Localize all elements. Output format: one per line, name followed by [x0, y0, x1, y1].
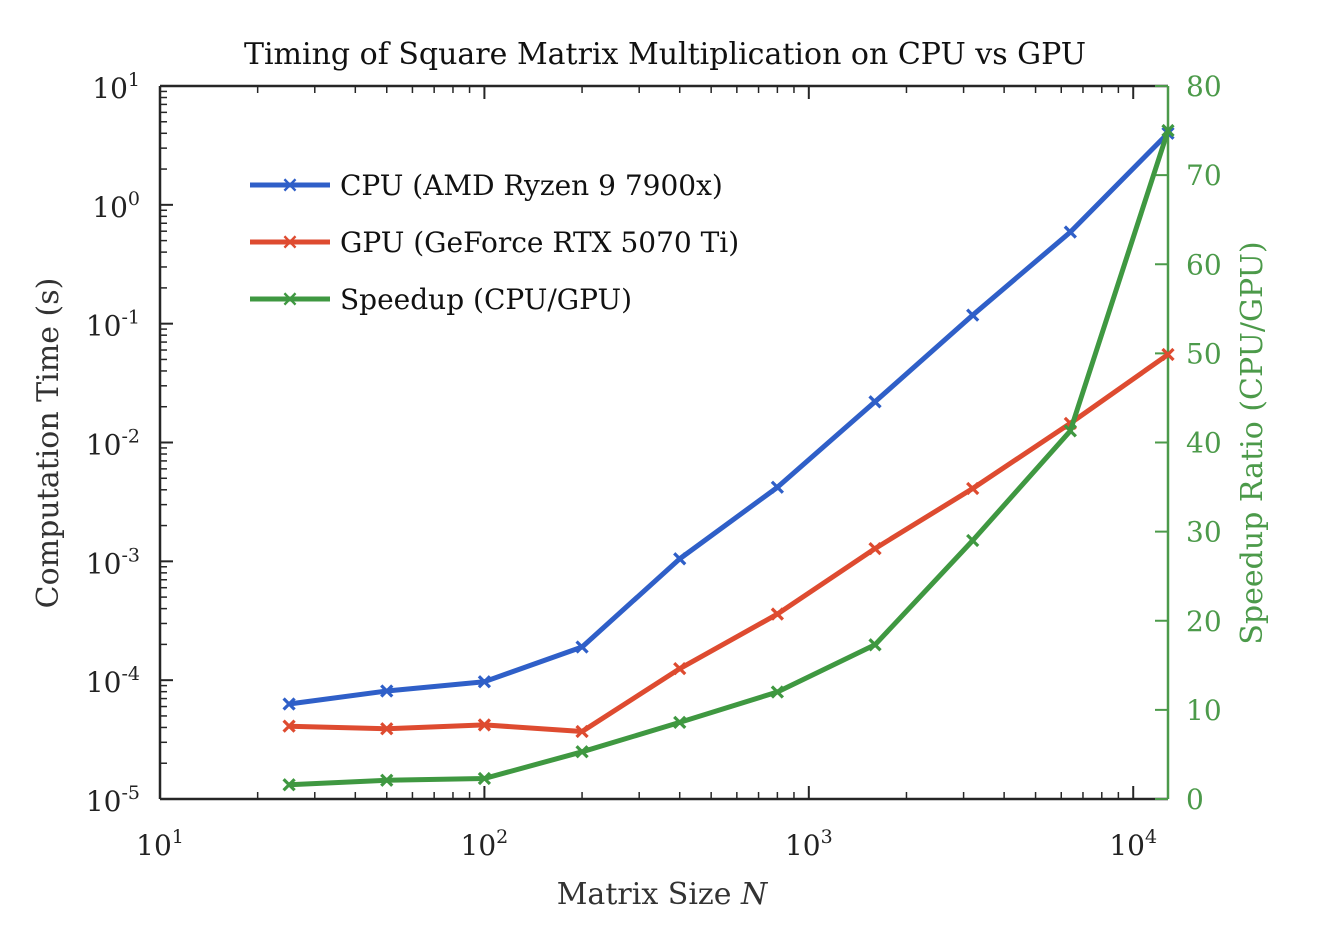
- chart-title: Timing of Square Matrix Multiplication o…: [244, 37, 1086, 72]
- y2-tick-label-2: 20: [1186, 605, 1222, 638]
- data-point-speedup-4: [673, 715, 687, 729]
- data-point-cpu-2: [477, 675, 492, 689]
- y-tick-exp-2: -1: [121, 307, 140, 329]
- data-point-cpu-8: [1063, 225, 1077, 239]
- y2-tick-label-0: 0: [1186, 783, 1204, 816]
- series-line-speedup: [288, 129, 1171, 788]
- y-tick-exp-5: -4: [121, 663, 140, 685]
- data-point-gpu-2: [477, 718, 492, 732]
- data-point-cpu-1: [380, 684, 394, 698]
- y-tick-label-5: 10-4: [86, 663, 140, 699]
- x-tick-exp-0: 1: [172, 826, 184, 848]
- series-line-cpu: [288, 131, 1170, 707]
- x-tick-base-2: 10: [785, 829, 821, 862]
- x-tick-exp-1: 2: [496, 826, 508, 848]
- y-tick-label-3: 10-2: [86, 426, 140, 462]
- y-tick-label-1: 100: [92, 188, 140, 224]
- data-point-gpu-1: [380, 722, 394, 736]
- x-tick-base-3: 10: [1109, 829, 1145, 862]
- x-tick-label-2: 103: [785, 826, 833, 862]
- y-tick-label-0: 101: [92, 69, 140, 105]
- y2-tick-label-3: 30: [1186, 516, 1222, 549]
- y-tick-base-4: 10: [86, 547, 122, 580]
- y-tick-exp-6: -5: [121, 782, 140, 804]
- y2-tick-label-1: 10: [1186, 694, 1222, 727]
- data-point-gpu-3: [575, 724, 589, 739]
- y-tick-base-3: 10: [86, 429, 122, 462]
- legend-marker-cpu: ×: [281, 172, 299, 198]
- data-point-cpu-7: [966, 308, 980, 322]
- series-gpu: [282, 347, 1175, 739]
- series-speedup: [282, 123, 1175, 792]
- x-tick-exp-2: 3: [821, 826, 833, 848]
- data-point-gpu-9: [1161, 347, 1175, 362]
- data-point-speedup-9: [1161, 123, 1175, 138]
- x-tick-base-0: 10: [136, 829, 172, 862]
- legend-marker-speedup: ×: [281, 286, 299, 312]
- x-tick-label-0: 101: [136, 826, 184, 862]
- y-tick-base-2: 10: [86, 310, 122, 343]
- legend-item-gpu[interactable]: × GPU (GeForce RTX 5070 Ti): [250, 226, 739, 259]
- data-point-gpu-6: [868, 541, 882, 556]
- legend-marker-gpu: ×: [281, 229, 299, 255]
- y-tick-exp-1: 0: [128, 188, 140, 210]
- y2-tick-label-8: 80: [1186, 70, 1222, 103]
- legend-label-gpu: GPU (GeForce RTX 5070 Ti): [340, 226, 739, 259]
- x-tick-label-3: 104: [1109, 826, 1157, 862]
- legend-item-cpu[interactable]: × CPU (AMD Ryzen 9 7900x): [250, 169, 723, 202]
- series-line-gpu: [289, 352, 1170, 734]
- y2-axis-label: Speedup Ratio (CPU/GPU): [1235, 241, 1270, 644]
- data-point-speedup-3: [575, 745, 589, 759]
- x-tick-label-1: 102: [461, 826, 509, 862]
- x-axis-label: Matrix Size N: [557, 877, 769, 912]
- data-point-gpu-7: [966, 481, 980, 496]
- data-point-speedup-2: [477, 771, 492, 786]
- y-tick-base-1: 10: [92, 191, 128, 224]
- series-cpu: [282, 126, 1175, 711]
- data-point-cpu-4: [673, 552, 687, 566]
- y-tick-base-5: 10: [86, 666, 122, 699]
- y2-tick-label-4: 40: [1186, 427, 1222, 460]
- y2-tick-label-7: 70: [1186, 159, 1222, 192]
- data-point-speedup-0: [282, 778, 296, 792]
- y-tick-base-0: 10: [92, 72, 128, 105]
- y-axis-label: Computation Time (s): [31, 278, 66, 609]
- data-point-cpu-0: [282, 697, 296, 711]
- series-layer: [282, 123, 1175, 792]
- y2-tick-label-6: 60: [1186, 248, 1222, 281]
- data-point-cpu-6: [868, 395, 882, 409]
- y-tick-label-2: 10-1: [86, 307, 140, 343]
- y-tick-label-6: 10-5: [86, 782, 140, 818]
- data-point-cpu-3: [575, 640, 589, 654]
- x-tick-base-1: 10: [461, 829, 497, 862]
- data-point-speedup-7: [966, 533, 980, 548]
- legend-label-cpu: CPU (AMD Ryzen 9 7900x): [340, 169, 723, 202]
- x-axis-label-variable: N: [740, 877, 769, 912]
- y-tick-exp-4: -3: [121, 544, 140, 566]
- legend-label-speedup: Speedup (CPU/GPU): [340, 283, 632, 316]
- tick-marks: [159, 85, 1168, 800]
- data-point-gpu-4: [673, 662, 687, 676]
- data-point-gpu-5: [770, 607, 785, 621]
- x-tick-exp-3: 4: [1145, 826, 1157, 848]
- legend-item-speedup[interactable]: × Speedup (CPU/GPU): [250, 283, 632, 316]
- data-point-gpu-0: [282, 719, 296, 733]
- data-point-speedup-8: [1063, 424, 1077, 438]
- legend: × CPU (AMD Ryzen 9 7900x) × GPU (GeForce…: [250, 169, 739, 316]
- y2-tick-label-5: 50: [1186, 337, 1222, 370]
- data-point-cpu-5: [770, 480, 785, 494]
- data-point-speedup-1: [380, 773, 394, 787]
- y-tick-exp-0: 1: [128, 69, 140, 91]
- y-tick-label-4: 10-3: [86, 544, 140, 580]
- data-point-speedup-6: [868, 638, 882, 652]
- x-axis-label-text: Matrix Size: [557, 877, 732, 912]
- y-tick-base-6: 10: [86, 785, 122, 818]
- data-point-speedup-5: [770, 685, 785, 699]
- y-tick-exp-3: -2: [121, 426, 140, 448]
